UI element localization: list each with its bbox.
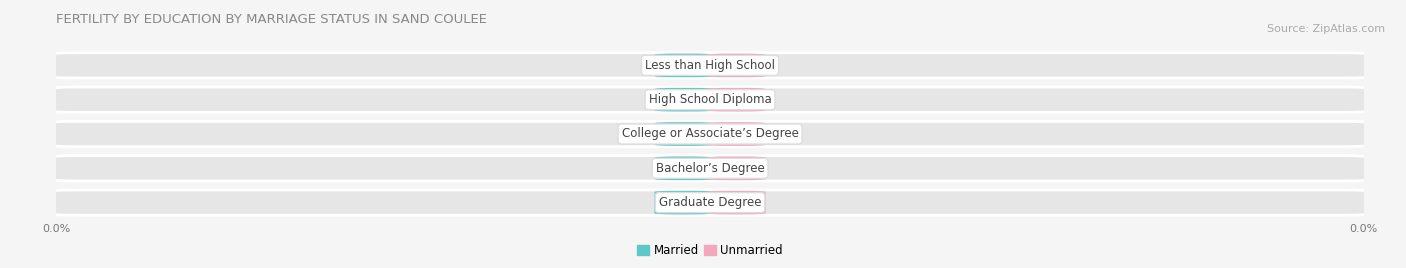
- Text: 0.0%: 0.0%: [669, 198, 699, 208]
- FancyBboxPatch shape: [654, 157, 713, 180]
- Text: 0.0%: 0.0%: [669, 95, 699, 105]
- FancyBboxPatch shape: [654, 122, 713, 146]
- Text: 0.0%: 0.0%: [721, 60, 751, 70]
- FancyBboxPatch shape: [707, 54, 766, 77]
- Text: Source: ZipAtlas.com: Source: ZipAtlas.com: [1267, 24, 1385, 34]
- Text: 0.0%: 0.0%: [721, 198, 751, 208]
- Text: College or Associate’s Degree: College or Associate’s Degree: [621, 128, 799, 140]
- Text: Bachelor’s Degree: Bachelor’s Degree: [655, 162, 765, 175]
- FancyBboxPatch shape: [51, 121, 1369, 147]
- Text: 0.0%: 0.0%: [721, 95, 751, 105]
- Text: 0.0%: 0.0%: [669, 60, 699, 70]
- FancyBboxPatch shape: [51, 156, 1369, 181]
- Text: Graduate Degree: Graduate Degree: [659, 196, 761, 209]
- FancyBboxPatch shape: [654, 191, 713, 214]
- FancyBboxPatch shape: [51, 87, 1369, 112]
- Text: 0.0%: 0.0%: [669, 129, 699, 139]
- FancyBboxPatch shape: [654, 54, 713, 77]
- FancyBboxPatch shape: [707, 191, 766, 214]
- FancyBboxPatch shape: [707, 88, 766, 111]
- Legend: Married, Unmarried: Married, Unmarried: [633, 239, 787, 262]
- FancyBboxPatch shape: [51, 190, 1369, 215]
- Text: Less than High School: Less than High School: [645, 59, 775, 72]
- Text: 0.0%: 0.0%: [721, 163, 751, 173]
- Text: 0.0%: 0.0%: [721, 129, 751, 139]
- FancyBboxPatch shape: [654, 88, 713, 111]
- Text: 0.0%: 0.0%: [669, 163, 699, 173]
- Text: FERTILITY BY EDUCATION BY MARRIAGE STATUS IN SAND COULEE: FERTILITY BY EDUCATION BY MARRIAGE STATU…: [56, 13, 488, 26]
- Text: High School Diploma: High School Diploma: [648, 93, 772, 106]
- FancyBboxPatch shape: [51, 53, 1369, 78]
- FancyBboxPatch shape: [707, 157, 766, 180]
- FancyBboxPatch shape: [707, 122, 766, 146]
